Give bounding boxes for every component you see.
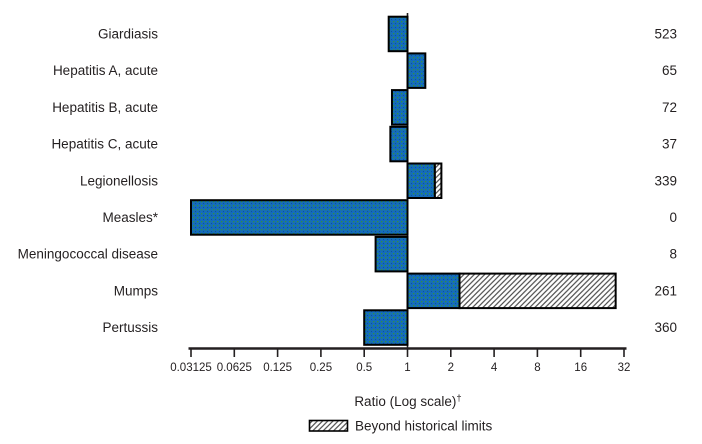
ratio-bar xyxy=(190,199,409,236)
legend-hatched-swatch xyxy=(308,419,349,432)
x-axis-title-dagger: † xyxy=(456,393,461,404)
bar-row: Legionellosis 339 xyxy=(80,162,677,199)
legend: Beyond historical limits xyxy=(308,419,493,434)
x-tick-label: 4 xyxy=(491,362,498,374)
x-tick-label: 0.5 xyxy=(356,362,372,374)
x-tick-label: 0.125 xyxy=(263,362,292,374)
ratio-bar xyxy=(406,272,461,310)
beyond-limits-bar xyxy=(433,162,443,199)
ratio-bar xyxy=(387,15,409,53)
bar-row: Hepatitis A, acute 65 xyxy=(53,52,677,89)
case-count-label: 37 xyxy=(662,137,677,152)
beyond-limits-bar xyxy=(458,272,617,310)
bar-row: Mumps 261 xyxy=(114,272,677,310)
bar-row: Measles* 0 xyxy=(102,199,677,236)
legend-label: Beyond historical limits xyxy=(355,419,493,434)
category-label: Legionellosis xyxy=(80,173,158,188)
case-count-label: 261 xyxy=(654,283,677,298)
x-axis-title: Ratio (Log scale)† xyxy=(354,393,461,409)
x-tick-label: 32 xyxy=(618,362,631,374)
bar-row: Pertussis 360 xyxy=(102,309,677,346)
category-label: Pertussis xyxy=(102,320,158,335)
ratio-bar xyxy=(390,89,409,126)
category-label: Measles* xyxy=(102,210,158,225)
case-count-label: 0 xyxy=(669,210,677,225)
bar-row: Hepatitis C, acute 37 xyxy=(51,125,677,163)
ratio-bar xyxy=(363,309,409,346)
x-tick-label: 0.03125 xyxy=(170,362,212,374)
case-count-label: 72 xyxy=(662,100,677,115)
ratio-bar xyxy=(406,52,427,89)
category-label: Giardiasis xyxy=(98,26,158,41)
x-tick-label: 1 xyxy=(404,362,410,374)
case-count-label: 65 xyxy=(662,63,677,78)
category-label: Mumps xyxy=(114,283,159,298)
category-label: Hepatitis A, acute xyxy=(53,63,158,78)
category-label: Meningococcal disease xyxy=(18,247,158,262)
x-tick-label: 0.0625 xyxy=(217,362,252,374)
category-label: Hepatitis B, acute xyxy=(52,100,158,115)
case-count-label: 523 xyxy=(654,26,677,41)
x-axis-title-text: Ratio (Log scale) xyxy=(354,394,456,409)
x-tick-label: 2 xyxy=(448,362,454,374)
x-tick-label: 16 xyxy=(574,362,587,374)
bar-row: Hepatitis B, acute 72 xyxy=(52,89,677,126)
x-tick-label: 0.25 xyxy=(310,362,332,374)
ratio-bar xyxy=(406,162,436,199)
case-count-label: 360 xyxy=(654,320,677,335)
x-tick-label: 8 xyxy=(534,362,540,374)
bar-row: Giardiasis 523 xyxy=(98,15,677,53)
ratio-bar xyxy=(374,235,409,273)
case-count-label: 339 xyxy=(654,173,677,188)
bar-row: Meningococcal disease 8 xyxy=(18,235,677,273)
case-count-label: 8 xyxy=(669,247,677,262)
ratio-bar xyxy=(389,125,409,163)
category-label: Hepatitis C, acute xyxy=(51,137,158,152)
